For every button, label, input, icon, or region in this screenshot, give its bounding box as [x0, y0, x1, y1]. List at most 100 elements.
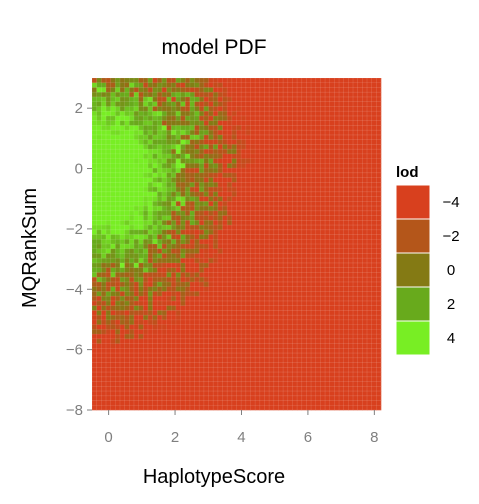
- heatmap-cell: [217, 357, 223, 363]
- heatmap-cell: [297, 329, 303, 335]
- heatmap-cell: [315, 362, 321, 368]
- heatmap-cell: [101, 386, 107, 392]
- heatmap-cell: [92, 139, 97, 145]
- heatmap-cell: [371, 296, 377, 302]
- heatmap-cell: [217, 362, 223, 368]
- heatmap-cell: [203, 182, 209, 188]
- heatmap-cell: [105, 191, 111, 197]
- heatmap-cell: [199, 153, 205, 159]
- heatmap-cell: [269, 177, 275, 183]
- heatmap-cell: [329, 111, 335, 117]
- heatmap-cell: [259, 272, 265, 278]
- heatmap-cell: [245, 106, 251, 112]
- heatmap-cell: [227, 262, 233, 269]
- heatmap-cell: [245, 281, 251, 287]
- heatmap-cell: [124, 338, 130, 344]
- heatmap-cell: [278, 310, 284, 316]
- heatmap-cell: [329, 163, 335, 169]
- heatmap-cell: [283, 334, 289, 340]
- heatmap-cell: [325, 253, 331, 259]
- heatmap-cell: [320, 111, 326, 117]
- heatmap-cell: [376, 220, 382, 226]
- heatmap-cell: [231, 106, 237, 112]
- heatmap-cell: [371, 267, 377, 273]
- heatmap-cell: [297, 319, 303, 325]
- heatmap-cell: [222, 324, 228, 330]
- heatmap-cell: [264, 191, 270, 197]
- heatmap-cell: [264, 348, 270, 354]
- heatmap-cell: [133, 125, 139, 131]
- heatmap-cell: [189, 262, 195, 269]
- heatmap-cell: [96, 244, 102, 250]
- heatmap-cell: [166, 315, 172, 321]
- heatmap-cell: [222, 386, 228, 392]
- heatmap-cell: [194, 168, 200, 174]
- heatmap-cell: [278, 353, 284, 359]
- heatmap-cell: [306, 395, 312, 401]
- heatmap-cell: [119, 210, 125, 216]
- heatmap-cell: [152, 120, 158, 126]
- heatmap-cell: [138, 111, 144, 117]
- heatmap-cell: [259, 348, 265, 354]
- heatmap-cell: [185, 191, 191, 197]
- heatmap-cell: [129, 130, 135, 136]
- heatmap-cell: [152, 267, 158, 273]
- heatmap-cell: [301, 362, 307, 368]
- heatmap-cell: [311, 400, 317, 406]
- heatmap-cell: [264, 130, 270, 136]
- heatmap-cell: [203, 125, 209, 131]
- heatmap-cell: [189, 220, 195, 226]
- heatmap-cell: [110, 144, 116, 150]
- heatmap-cell: [292, 206, 298, 212]
- heatmap-cell: [101, 215, 107, 221]
- heatmap-cell: [283, 386, 289, 392]
- heatmap-cell: [180, 367, 186, 373]
- heatmap-cell: [343, 101, 349, 107]
- heatmap-cell: [343, 106, 349, 112]
- heatmap-cell: [245, 277, 251, 283]
- heatmap-cell: [264, 277, 270, 283]
- heatmap-cell: [124, 343, 130, 349]
- heatmap-cell: [371, 149, 377, 155]
- heatmap-cell: [124, 348, 130, 354]
- heatmap-cell: [362, 338, 368, 344]
- heatmap-cell: [119, 272, 125, 278]
- heatmap-cell: [343, 201, 349, 207]
- heatmap-cell: [124, 139, 130, 145]
- heatmap-cell: [227, 324, 233, 330]
- heatmap-cell: [217, 139, 223, 145]
- heatmap-cell: [357, 168, 363, 174]
- heatmap-cell: [297, 139, 303, 145]
- heatmap-cell: [208, 296, 214, 302]
- heatmap-cell: [264, 225, 270, 231]
- heatmap-cell: [133, 96, 139, 103]
- heatmap-cell: [278, 82, 284, 88]
- heatmap-cell: [105, 177, 111, 183]
- heatmap-cell: [301, 134, 307, 140]
- heatmap-cell: [152, 134, 158, 140]
- heatmap-cell: [353, 319, 358, 325]
- heatmap-cell: [143, 334, 149, 340]
- heatmap-cell: [194, 357, 200, 363]
- heatmap-cell: [189, 210, 195, 216]
- heatmap-cell: [245, 405, 251, 411]
- heatmap-cell: [297, 177, 303, 183]
- heatmap-cell: [236, 286, 242, 292]
- heatmap-cell: [124, 149, 130, 155]
- heatmap-cell: [138, 267, 144, 273]
- heatmap-cell: [185, 281, 191, 287]
- heatmap-cell: [241, 353, 247, 359]
- heatmap-cell: [101, 115, 107, 121]
- heatmap-cell: [157, 206, 163, 212]
- heatmap-cell: [217, 206, 223, 212]
- heatmap-cell: [362, 96, 368, 103]
- heatmap-cell: [208, 253, 214, 259]
- heatmap-cell: [96, 182, 102, 188]
- heatmap-cell: [273, 400, 279, 406]
- heatmap-cell: [189, 215, 195, 221]
- heatmap-cell: [213, 262, 219, 269]
- heatmap-cell: [105, 115, 111, 121]
- heatmap-cell: [301, 376, 307, 382]
- heatmap-cell: [283, 201, 289, 207]
- heatmap-cell: [357, 376, 363, 382]
